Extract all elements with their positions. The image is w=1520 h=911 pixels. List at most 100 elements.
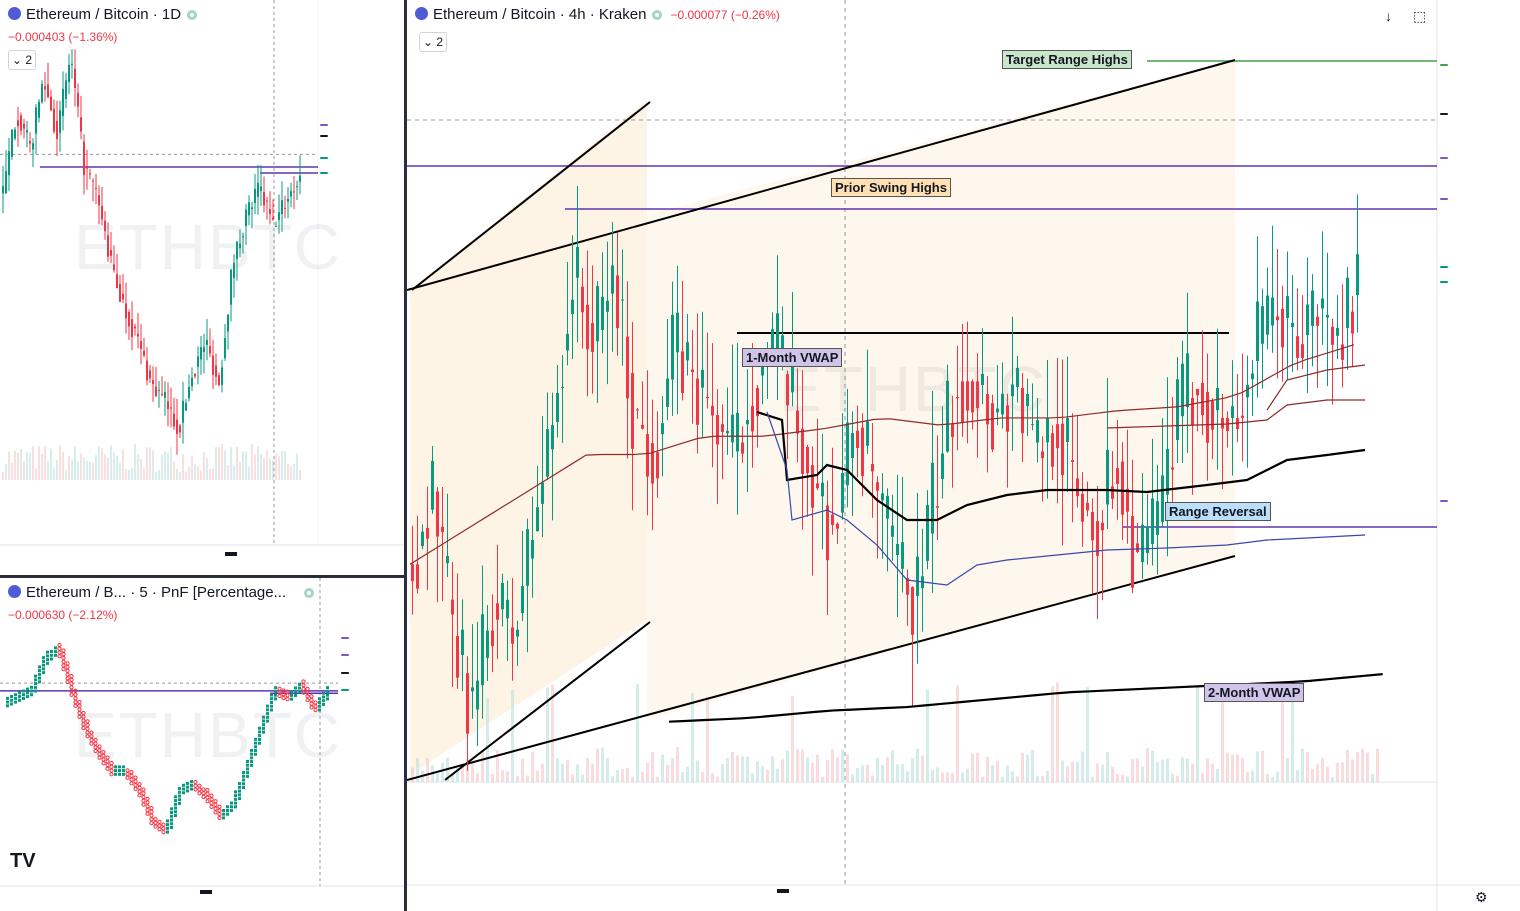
main-volume-bar — [456, 767, 459, 782]
pnf-o-box — [137, 789, 142, 794]
tradingview-logo-icon[interactable]: TV — [10, 850, 36, 872]
main-candle — [841, 473, 844, 513]
main-volume-bar — [1236, 754, 1239, 782]
pnf-x-box — [270, 697, 273, 701]
daily-volume-bar — [44, 446, 46, 480]
fullscreen-icon[interactable]: ⬚ — [1413, 8, 1427, 24]
daily-volume-bar — [113, 452, 115, 480]
daily-candle — [116, 274, 118, 289]
main-volume-bar — [491, 773, 494, 782]
pnf-o-box — [85, 730, 90, 735]
pnf-x-box — [18, 698, 21, 702]
daily-volume-bar — [254, 454, 256, 480]
main-volume-bar — [921, 755, 924, 782]
main-candle — [771, 329, 774, 358]
pnf-symbol-header[interactable]: Ethereum / B... · 5 · PnF [Percentage... — [8, 584, 315, 601]
pnf-x-box — [170, 825, 173, 829]
daily-volume-bar — [41, 453, 43, 480]
pnf-x-box — [170, 807, 173, 811]
pnf-o-box — [89, 734, 94, 739]
pnf-o-box — [85, 719, 90, 724]
main-volume-bar — [636, 683, 639, 782]
main-volume-bar — [1346, 749, 1349, 782]
main-volume-bar — [566, 759, 569, 782]
daily-volume-bar — [35, 468, 37, 480]
pnf-x-box — [50, 657, 53, 661]
daily-candle — [119, 283, 121, 302]
chevron-down-icon: ⌄ — [11, 53, 23, 67]
main-volume-bar — [1131, 758, 1134, 782]
daily-volume-bar — [74, 446, 76, 480]
main-volume-bar — [1321, 758, 1324, 782]
pnf-o-box — [309, 701, 314, 706]
pnf-x-box — [122, 772, 125, 776]
daily-candle — [53, 108, 55, 132]
main-volume-bar — [1046, 770, 1049, 782]
daily-candle — [56, 120, 58, 139]
main-candle — [776, 313, 779, 349]
pane-divider-vertical[interactable] — [404, 0, 407, 911]
main-candle — [526, 529, 529, 586]
pnf-o-box — [305, 686, 310, 691]
main-volume-bar — [436, 773, 439, 782]
main-volume-bar — [1256, 751, 1259, 782]
daily-candle — [254, 188, 256, 204]
pnf-x-box — [170, 818, 173, 822]
settings-icon[interactable]: ⚙ — [1475, 889, 1488, 905]
pnf-x-box — [290, 693, 293, 697]
pnf-x-box — [54, 646, 57, 650]
main-volume-bar — [1376, 748, 1379, 782]
daily-volume-bar — [170, 447, 172, 480]
pnf-change: −0.000630 (−2.12%) — [8, 608, 118, 622]
main-volume-bar — [726, 757, 729, 782]
annotation-1-month-vwap[interactable]: 1-Month VWAP — [742, 348, 843, 367]
main-symbol-header[interactable]: Ethereum / Bitcoin · 4h · Kraken −0.00007… — [415, 6, 780, 23]
daily-volume-bar — [86, 460, 88, 480]
main-candle — [1046, 418, 1049, 443]
pnf-o-box — [313, 704, 318, 709]
main-candle — [806, 446, 809, 474]
market-status-icon — [304, 588, 315, 598]
daily-chart-pane[interactable]: Ethereum / Bitcoin · 1D −0.000403 (−1.36… — [0, 0, 404, 575]
main-collapse-button[interactable]: ⌄ 2 — [419, 32, 447, 52]
annotation-prior-swing-highs[interactable]: Prior Swing Highs — [831, 178, 951, 197]
daily-candle — [167, 401, 169, 410]
pane-divider-horizontal[interactable] — [0, 575, 404, 578]
pnf-x-box — [262, 726, 265, 730]
main-candle — [911, 586, 914, 635]
main-chart-canvas[interactable] — [407, 0, 1520, 911]
main-candle — [1316, 316, 1319, 326]
daily-symbol-header[interactable]: Ethereum / Bitcoin · 1D — [8, 6, 198, 23]
pnf-o-box — [105, 762, 110, 768]
pnf-x-box — [266, 715, 269, 719]
main-volume-bar — [836, 756, 839, 782]
daily-candle — [149, 370, 151, 379]
pnf-chart-canvas[interactable] — [0, 578, 404, 911]
annotation-range-reversal[interactable]: Range Reversal — [1165, 502, 1271, 521]
main-candle — [991, 403, 994, 450]
annotation-2-month-vwap[interactable]: 2-Month VWAP — [1204, 683, 1305, 702]
daily-volume-bar — [68, 456, 70, 480]
daily-volume-bar — [158, 469, 160, 480]
daily-price-tag — [320, 172, 328, 174]
daily-chart-canvas[interactable] — [0, 0, 404, 575]
daily-volume-bar — [2, 471, 4, 480]
main-candle — [1146, 526, 1149, 554]
main-volume-bar — [451, 774, 454, 782]
main-volume-bar — [701, 771, 704, 782]
vwap-upper-band-2 — [1266, 364, 1366, 411]
pnf-x-box — [250, 748, 253, 752]
daily-volume-bar — [92, 462, 94, 480]
daily-volume-bar — [287, 463, 289, 480]
main-candle — [586, 304, 589, 350]
daily-volume-bar — [83, 457, 85, 480]
pnf-chart-pane[interactable]: Ethereum / B... · 5 · PnF [Percentage...… — [0, 578, 404, 911]
pnf-o-box — [137, 785, 142, 790]
annotation-target-range-highs[interactable]: Target Range Highs — [1002, 50, 1132, 69]
daily-candle — [224, 337, 226, 359]
daily-volume-bar — [56, 460, 58, 480]
daily-collapse-button[interactable]: ⌄ 2 — [8, 50, 36, 70]
download-icon[interactable]: ↓ — [1385, 8, 1392, 24]
main-chart-pane[interactable]: Ethereum / Bitcoin · 4h · Kraken −0.00007… — [407, 0, 1520, 911]
daily-candle — [86, 165, 88, 169]
